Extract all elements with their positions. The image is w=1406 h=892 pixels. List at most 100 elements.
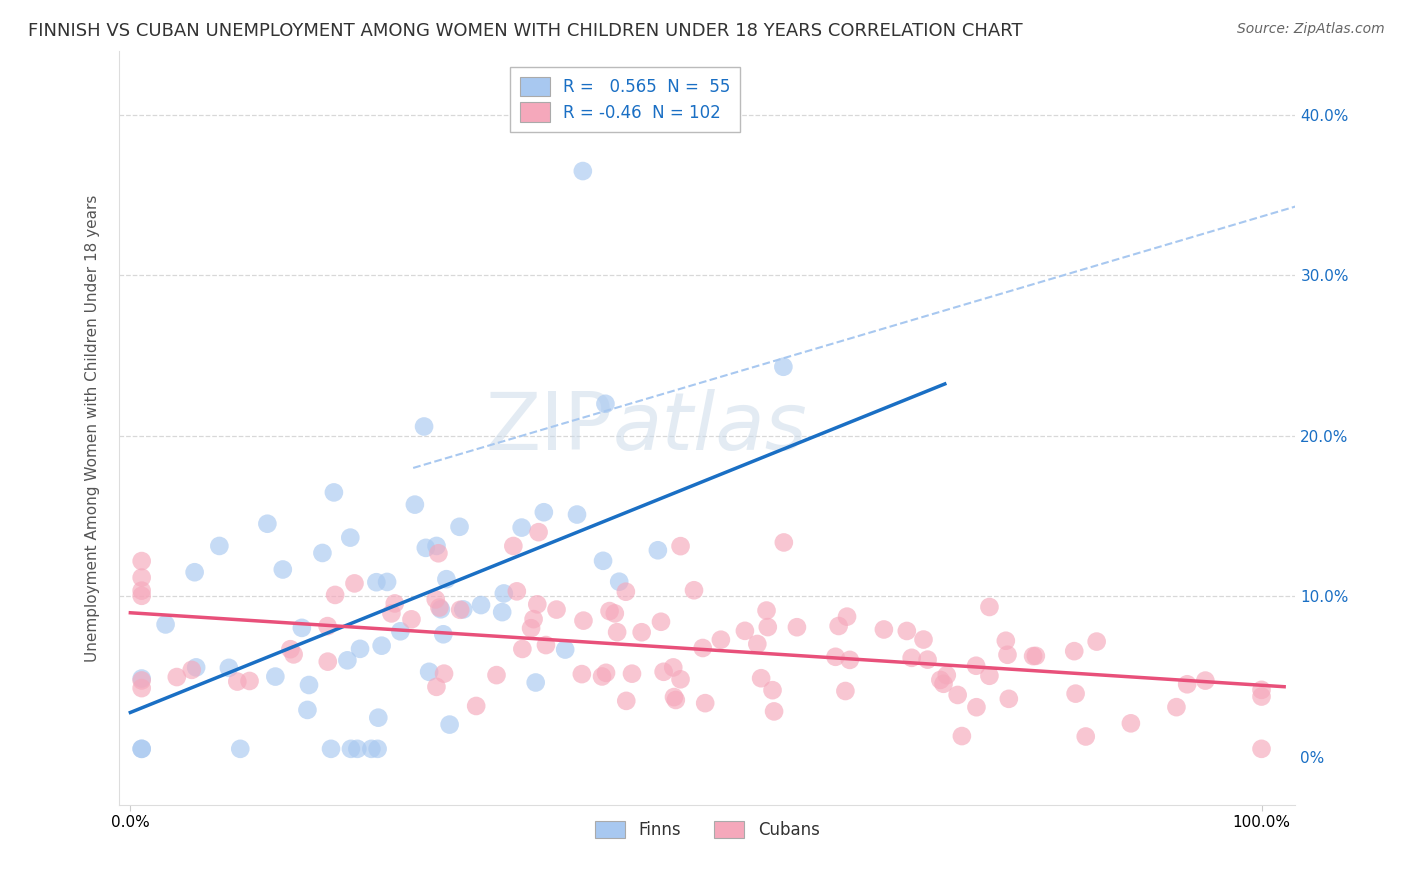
Point [1175,677,1198,691]
Point [131,673,153,688]
Point [389,624,412,639]
Point [425,592,447,607]
Point [316,619,339,633]
Point [506,584,529,599]
Point [929,673,952,687]
Point [896,624,918,638]
Point [180,663,202,677]
Point [546,602,568,616]
Point [1119,716,1142,731]
Point [554,642,576,657]
Point [592,554,614,568]
Point [935,668,957,682]
Point [367,742,389,756]
Point [465,698,488,713]
Point [1250,690,1272,704]
Point [186,660,208,674]
Point [747,637,769,651]
Point [280,642,302,657]
Point [131,589,153,603]
Point [932,677,955,691]
Point [510,520,533,534]
Point [756,620,779,634]
Point [838,653,860,667]
Point [912,632,935,647]
Point [603,607,626,621]
Point [485,668,508,682]
Point [669,673,692,687]
Point [695,696,717,710]
Point [946,688,969,702]
Point [997,648,1019,662]
Point [772,359,794,374]
Point [298,678,321,692]
Point [425,539,447,553]
Point [834,684,856,698]
Text: FINNISH VS CUBAN UNEMPLOYMENT AMONG WOMEN WITH CHILDREN UNDER 18 YEARS CORRELATI: FINNISH VS CUBAN UNEMPLOYMENT AMONG WOME… [28,22,1022,40]
Point [380,607,402,621]
Point [316,655,339,669]
Point [683,583,706,598]
Point [434,572,457,586]
Point [572,614,595,628]
Point [425,680,447,694]
Point [571,667,593,681]
Point [827,619,849,633]
Point [524,675,547,690]
Point [208,539,231,553]
Point [323,588,346,602]
Point [873,623,896,637]
Point [432,627,454,641]
Text: ZIP: ZIP [485,389,613,467]
Point [131,583,153,598]
Point [662,690,685,704]
Point [433,666,456,681]
Point [591,669,613,683]
Point [1063,644,1085,658]
Point [238,673,260,688]
Point [229,742,252,756]
Point [343,576,366,591]
Point [291,621,314,635]
Point [218,661,240,675]
Point [322,485,344,500]
Point [451,602,474,616]
Point [630,625,652,640]
Point [439,717,461,731]
Point [360,742,382,756]
Point [1022,649,1045,664]
Point [271,562,294,576]
Point [1194,673,1216,688]
Point [710,632,733,647]
Point [526,597,548,611]
Point [226,674,249,689]
Point [1074,730,1097,744]
Point [183,566,205,580]
Point [401,612,423,626]
Point [1025,648,1047,663]
Point [965,658,987,673]
Point [835,609,858,624]
Point [366,575,388,590]
Point [166,670,188,684]
Point [979,599,1001,614]
Legend: Finns, Cubans: Finns, Cubans [588,814,827,846]
Point [595,665,617,680]
Point [662,660,685,674]
Point [761,683,783,698]
Point [599,604,621,618]
Point [340,742,363,756]
Point [533,505,555,519]
Point [449,520,471,534]
Point [131,681,153,695]
Point [621,666,644,681]
Point [384,596,406,610]
Point [349,641,371,656]
Point [256,516,278,531]
Point [413,419,436,434]
Point [755,603,778,617]
Point [512,642,534,657]
Point [965,700,987,714]
Point [692,640,714,655]
Point [994,633,1017,648]
